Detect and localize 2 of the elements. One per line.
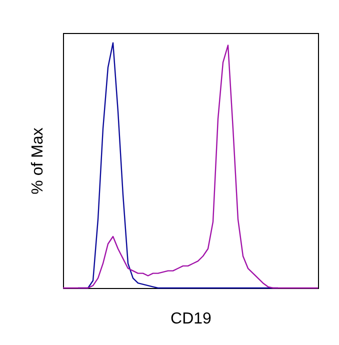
y-axis-title: % of Max <box>30 128 46 194</box>
x-axis-title: CD19 <box>170 310 212 328</box>
